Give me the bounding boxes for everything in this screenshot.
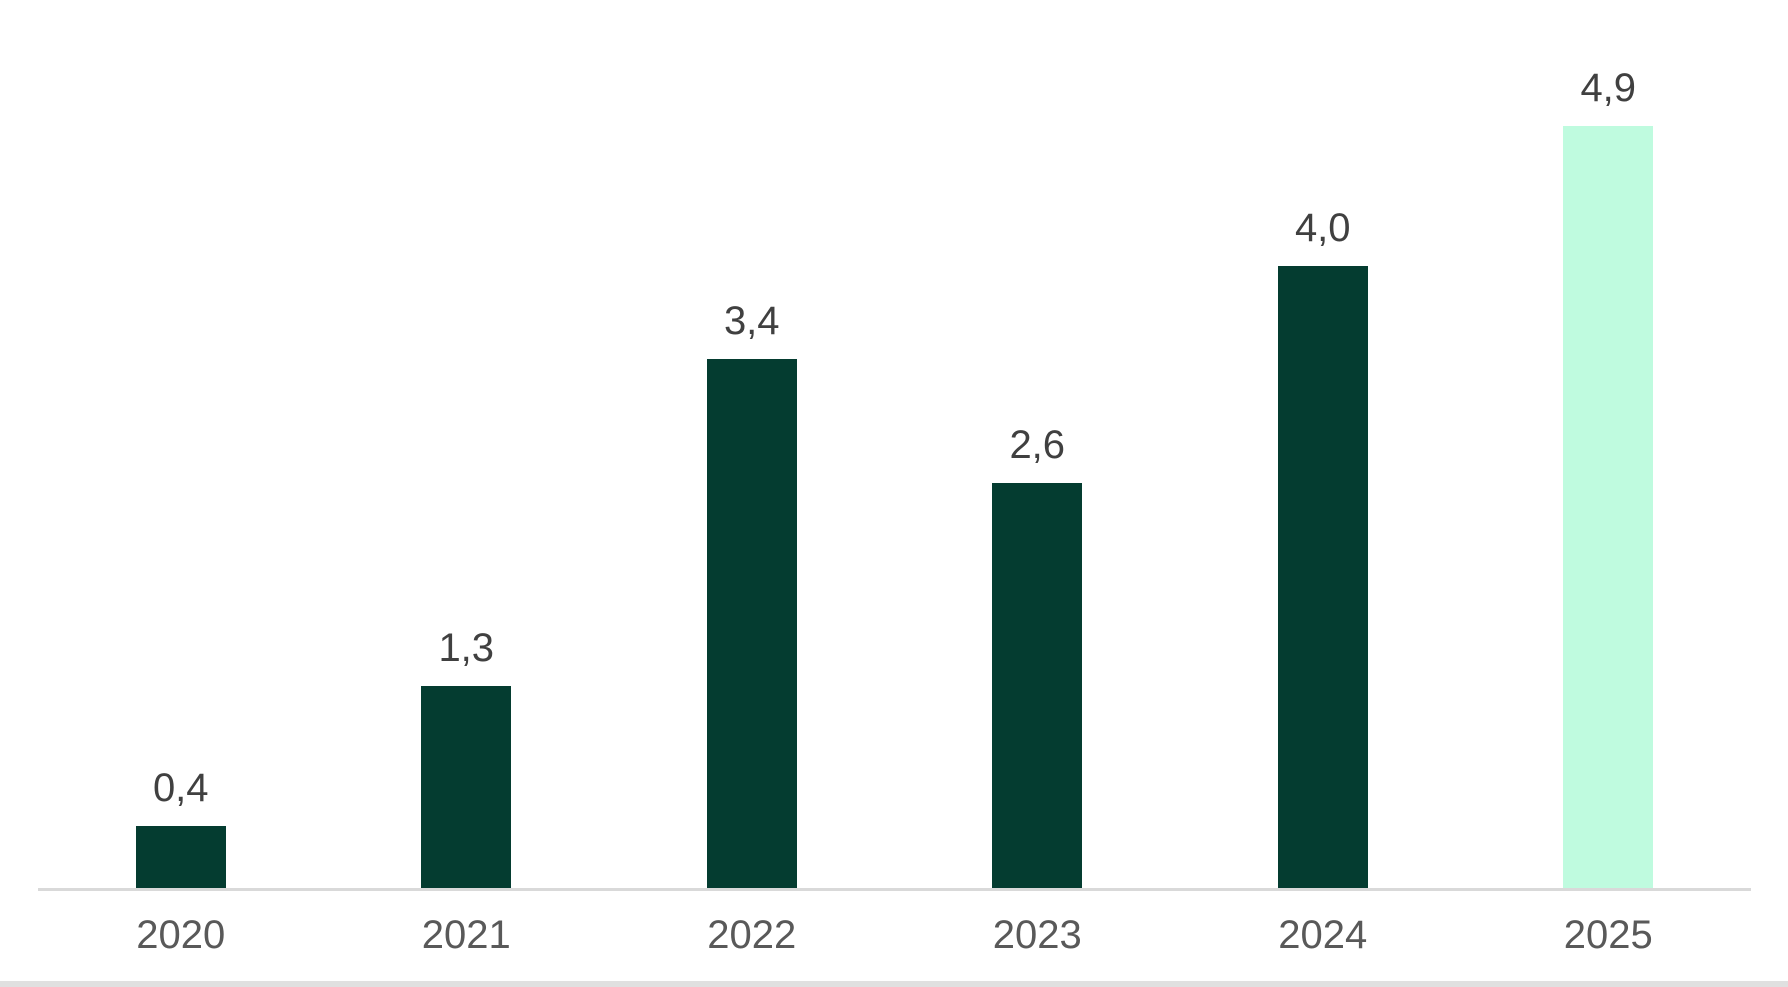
bar-slot-2025: 4,9 [1466,66,1752,888]
x-tick-label: 2023 [992,913,1082,957]
x-tick-label: 2021 [421,913,511,957]
bar-2023 [992,483,1083,888]
bar-2025 [1563,126,1654,888]
x-tick-label: 2020 [136,913,226,957]
x-tick-label: 2024 [1278,913,1368,957]
bar-slot-2024: 4,0 [1180,206,1466,888]
x-tick-label: 2022 [707,913,797,957]
bar-chart: 0,4 1,3 3,4 2,6 4,0 4,9 2020 2021 2022 2023 2024 2… [38,0,1751,959]
bar-slot-2023: 2,6 [895,423,1181,888]
bar-slot-2020: 0,4 [38,766,324,888]
bar-slot-2022: 3,4 [609,299,895,888]
x-axis-line [38,888,1751,891]
bar-2022 [706,359,797,888]
value-label: 4,9 [1580,66,1637,110]
page-bottom-border [0,981,1788,987]
x-axis-labels: 2020 2021 2022 2023 2024 2025 [38,911,1751,959]
x-tick-label: 2025 [1563,913,1653,957]
value-label: 3,4 [723,299,780,343]
value-label: 1,3 [438,626,495,670]
plot-area: 0,4 1,3 3,4 2,6 4,0 4,9 [38,0,1751,888]
bar-2020 [135,826,226,888]
value-label: 2,6 [1009,423,1066,467]
value-label: 4,0 [1294,206,1351,250]
value-label: 0,4 [152,766,209,810]
bar-2021 [421,686,512,888]
bar-2024 [1277,266,1368,888]
bar-slot-2021: 1,3 [324,626,610,888]
